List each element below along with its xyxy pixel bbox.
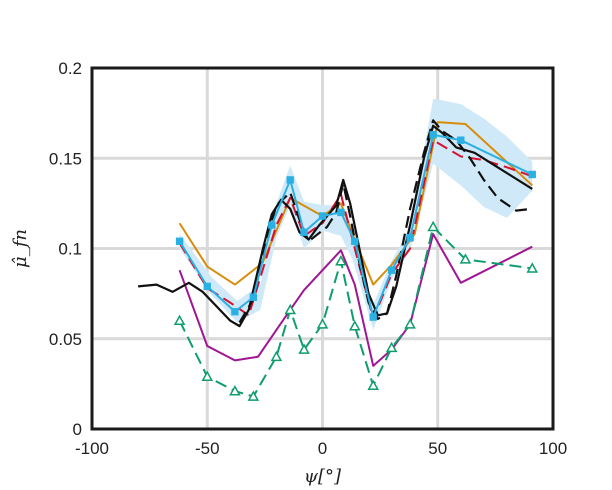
- series-6-point-14: [457, 136, 465, 144]
- series-6-point-4: [268, 221, 276, 229]
- series-2-point-13: [427, 220, 439, 232]
- series-5-line: [238, 119, 533, 324]
- series-2-point-9: [348, 320, 361, 331]
- series-6-point-9: [351, 237, 359, 245]
- series-2: [173, 220, 539, 401]
- series-2-point-5: [284, 303, 297, 315]
- series-5: [238, 119, 533, 324]
- series-6-point-5: [286, 176, 294, 184]
- y-tick-label-3: 0.15: [49, 149, 82, 168]
- series-6-point-3: [249, 293, 258, 301]
- series-2-point-7: [316, 318, 329, 329]
- series-2-point-0: [173, 314, 186, 326]
- series-6-point-0: [175, 237, 184, 245]
- y-tick-label-1: 0.05: [49, 330, 82, 349]
- series-1: [178, 233, 533, 367]
- series-2-point-6: [298, 343, 310, 354]
- series-6-point-10: [369, 313, 377, 321]
- series-2-point-14: [459, 253, 472, 264]
- series-1-line: [178, 233, 533, 367]
- x-tick-label-3: 50: [428, 439, 447, 458]
- series-2-point-10: [367, 379, 379, 391]
- series-2-point-1: [201, 370, 214, 382]
- x-tick-label-2: 0: [318, 439, 327, 458]
- series-2-point-15: [526, 262, 539, 273]
- series-2-point-3: [247, 390, 260, 401]
- y-tick-label-4: 0.2: [58, 59, 82, 78]
- series-6-point-7: [318, 212, 327, 220]
- series-6-point-15: [528, 170, 536, 179]
- x-tick-label-1: -50: [195, 439, 220, 458]
- confidence-band: [179, 98, 533, 330]
- series-2-point-2: [229, 385, 241, 396]
- x-axis-label: ψ[°]: [304, 466, 342, 487]
- y-axis-label: μ̂_fn: [10, 229, 31, 268]
- series-6-point-11: [387, 266, 396, 274]
- y-tick-label-2: 0.1: [58, 240, 82, 259]
- series-6: [175, 131, 536, 321]
- series-group: [137, 119, 539, 401]
- x-tick-label-4: 100: [539, 439, 567, 458]
- series-6-point-6: [300, 228, 308, 236]
- series-2-point-4: [270, 350, 283, 362]
- series-2-line: [178, 225, 533, 398]
- series-6-point-1: [203, 282, 211, 291]
- series-2-point-12: [404, 318, 416, 329]
- y-tick-label-0: 0: [73, 420, 82, 439]
- series-6-point-8: [337, 208, 345, 217]
- series-6-line: [178, 133, 533, 319]
- series-6-point-13: [429, 131, 437, 139]
- plot-frame: [90, 66, 555, 431]
- x-tick-label-0: -100: [75, 439, 109, 458]
- tick-labels: -100 -50 0 50 100 0 0.05 0.1 0.15 0.2: [49, 59, 567, 458]
- series-6-point-2: [231, 307, 239, 316]
- series-2-point-11: [385, 341, 398, 353]
- confidence-band-group: [179, 98, 533, 330]
- series-2-point-8: [335, 255, 347, 266]
- series-6-point-12: [406, 233, 414, 242]
